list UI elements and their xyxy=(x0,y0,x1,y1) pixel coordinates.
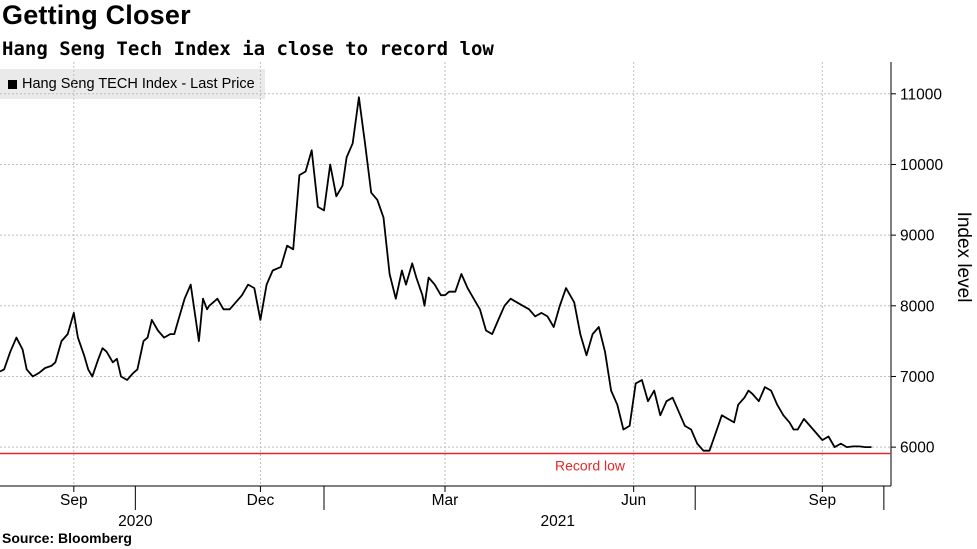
record-low-label: Record low xyxy=(555,457,626,473)
y-tick-label: 6000 xyxy=(900,440,935,457)
chart-subtitle: Hang Seng Tech Index ia close to record … xyxy=(2,38,494,60)
y-tick-label: 7000 xyxy=(900,369,935,386)
x-year-label: 2021 xyxy=(541,513,575,530)
x-tick-label: Mar xyxy=(432,492,459,509)
x-tick-label: Sep xyxy=(60,492,88,509)
chart-title: Getting Closer xyxy=(2,0,191,30)
x-year-label: 2020 xyxy=(118,513,153,530)
x-tick-label: Sep xyxy=(809,492,837,509)
series-line-hang-seng-tech xyxy=(0,96,872,452)
y-tick-label: 11000 xyxy=(900,86,942,103)
y-axis-title: Index level xyxy=(953,212,974,303)
source-note: Source: Bloomberg xyxy=(2,530,132,546)
y-tick-label: 8000 xyxy=(900,298,935,315)
x-tick-label: Jun xyxy=(621,492,646,509)
y-tick-label: 10000 xyxy=(900,157,943,174)
y-tick-label: 9000 xyxy=(900,228,935,245)
legend-label: Hang Seng TECH Index - Last Price xyxy=(22,76,255,92)
legend-swatch xyxy=(8,79,17,89)
x-tick-label: Dec xyxy=(247,492,275,509)
